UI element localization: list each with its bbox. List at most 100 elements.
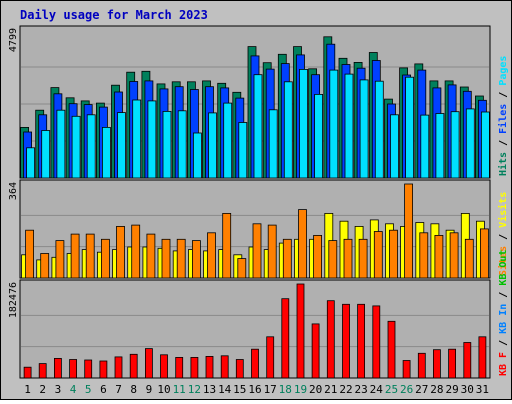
legend-label-files: Files	[497, 104, 509, 134]
x-tick-label: 29	[445, 383, 458, 396]
bar-sites-day-25	[389, 229, 398, 279]
bar-kb-f-day-15	[235, 359, 244, 379]
x-tick-label: 14	[218, 383, 232, 396]
x-tick-label: 24	[370, 383, 384, 396]
bar-kb-f-day-5	[84, 359, 93, 379]
bar-sites-day-6	[101, 238, 110, 279]
bar-pages-day-16	[253, 74, 263, 179]
bar-kb-f-day-7	[114, 356, 123, 379]
bar-sites-day-27	[419, 232, 429, 279]
panel-kb_in_out: 182476 KB F / KB In / KB Out	[8, 250, 509, 379]
x-tick-label: 22	[339, 383, 352, 396]
bar-kb-f-day-25	[387, 320, 396, 379]
bar-sites-day-22	[343, 238, 353, 279]
x-tick-label: 30	[461, 383, 474, 396]
x-tick-label: 31	[476, 383, 489, 396]
bar-kb-f-day-30	[463, 342, 472, 379]
bar-sites-day-1	[25, 229, 35, 279]
bar-kb-f-day-19	[296, 283, 305, 379]
bar-pages-day-17	[268, 109, 278, 179]
panel-hits_files_pages: 4799 Hits / Files / Pages	[8, 25, 509, 179]
bar-pages-day-22	[344, 73, 354, 179]
x-tick-label: 4	[70, 383, 77, 396]
svg-text:Sites / Visits: Sites / Visits	[497, 192, 509, 276]
bar-kb-f-day-12	[190, 356, 199, 379]
x-axis-day-labels: 1 2 3 4 5 6 7 8 9 10 11 12 13 14 15 16 17 18 19 20 21 22 23 24 2…	[24, 383, 489, 396]
bar-sites-day-20	[313, 234, 323, 279]
bar-pages-day-11	[177, 110, 187, 179]
bar-kb-f-day-28	[432, 349, 441, 379]
bar-pages-day-7	[117, 112, 126, 179]
bar-sites-day-19	[298, 209, 307, 279]
bar-pages-day-8	[132, 99, 142, 179]
bar-kb-f-day-24	[372, 305, 381, 379]
bar-pages-day-23	[359, 79, 369, 179]
bar-pages-day-10	[162, 111, 172, 179]
legend-hits_files_pages: Hits / Files / Pages	[497, 56, 509, 176]
bar-pages-day-30	[465, 108, 475, 179]
bar-kb-f-day-20	[311, 323, 320, 379]
bar-kb-f-day-23	[357, 303, 366, 379]
bar-kb-f-day-10	[160, 354, 168, 379]
x-tick-label: 19	[294, 383, 307, 396]
bar-sites-day-5	[85, 233, 95, 279]
y-max-label: 364	[8, 182, 19, 200]
x-tick-label: 3	[55, 383, 62, 396]
x-tick-label: 11	[173, 383, 186, 396]
x-tick-label: 27	[415, 383, 428, 396]
bar-pages-day-19	[299, 69, 308, 179]
x-tick-label: 23	[354, 383, 367, 396]
bar-pages-day-21	[329, 69, 339, 179]
bar-kb-f-day-22	[342, 303, 350, 379]
chart-title: Daily usage for March 2023	[20, 8, 208, 22]
bar-kb-f-day-14	[220, 355, 229, 379]
bar-sites-day-12	[191, 240, 201, 279]
bar-sites-day-30	[464, 238, 474, 279]
legend-label-pages: Pages	[498, 56, 509, 86]
x-tick-label: 16	[248, 383, 261, 396]
bar-pages-day-4	[71, 115, 81, 179]
legend-label-kb-out: KB Out	[498, 250, 509, 286]
x-tick-label: 5	[85, 383, 92, 396]
legend-kb_in_out: KB F / KB In / KB Out	[498, 250, 509, 376]
x-tick-label: 13	[203, 383, 216, 396]
bar-sites-day-8	[131, 224, 141, 279]
x-tick-label: 12	[188, 383, 201, 396]
legend-label-kb-in: KB In	[498, 304, 509, 334]
bar-sites-day-9	[146, 233, 156, 279]
bar-kb-f-day-6	[99, 360, 108, 379]
bar-sites-day-31	[479, 228, 489, 279]
bar-kb-f-day-4	[69, 359, 77, 379]
x-tick-label: 9	[146, 383, 153, 396]
bar-pages-day-6	[102, 127, 111, 179]
legend-label-visits: Visits	[497, 192, 509, 228]
bar-pages-day-1	[26, 147, 36, 179]
x-tick-label: 25	[385, 383, 398, 396]
bar-kb-f-day-26	[402, 360, 411, 379]
bar-kb-f-day-8	[129, 353, 138, 379]
bar-pages-day-5	[86, 114, 96, 179]
bar-sites-day-4	[70, 233, 80, 279]
legend-visits_sites: Sites / Visits	[497, 192, 509, 276]
x-tick-label: 17	[264, 383, 277, 396]
x-tick-label: 28	[430, 383, 443, 396]
bar-pages-day-15	[238, 122, 248, 179]
bar-pages-day-31	[480, 111, 490, 179]
bar-sites-day-21	[328, 240, 338, 279]
bar-pages-day-9	[147, 100, 157, 179]
bar-pages-day-18	[283, 81, 293, 179]
x-tick-label: 2	[39, 383, 46, 396]
bar-sites-day-18	[282, 238, 292, 279]
bar-sites-day-7	[116, 225, 125, 279]
chart-panels: 4799 Hits / Files / Pages 364 Sites / Visit…	[8, 25, 509, 379]
svg-text:KB F / KB In / KB Out: KB F / KB In / KB Out	[498, 250, 509, 376]
bar-kb-f-day-3	[54, 357, 62, 379]
bar-pages-day-28	[435, 113, 445, 179]
svg-text:Hits / Files / Pages: Hits / Files / Pages	[497, 56, 509, 176]
bar-pages-day-20	[314, 94, 324, 179]
y-max-label: 182476	[8, 282, 19, 318]
bar-kb-f-day-9	[144, 348, 153, 379]
bar-kb-f-day-29	[448, 348, 457, 379]
